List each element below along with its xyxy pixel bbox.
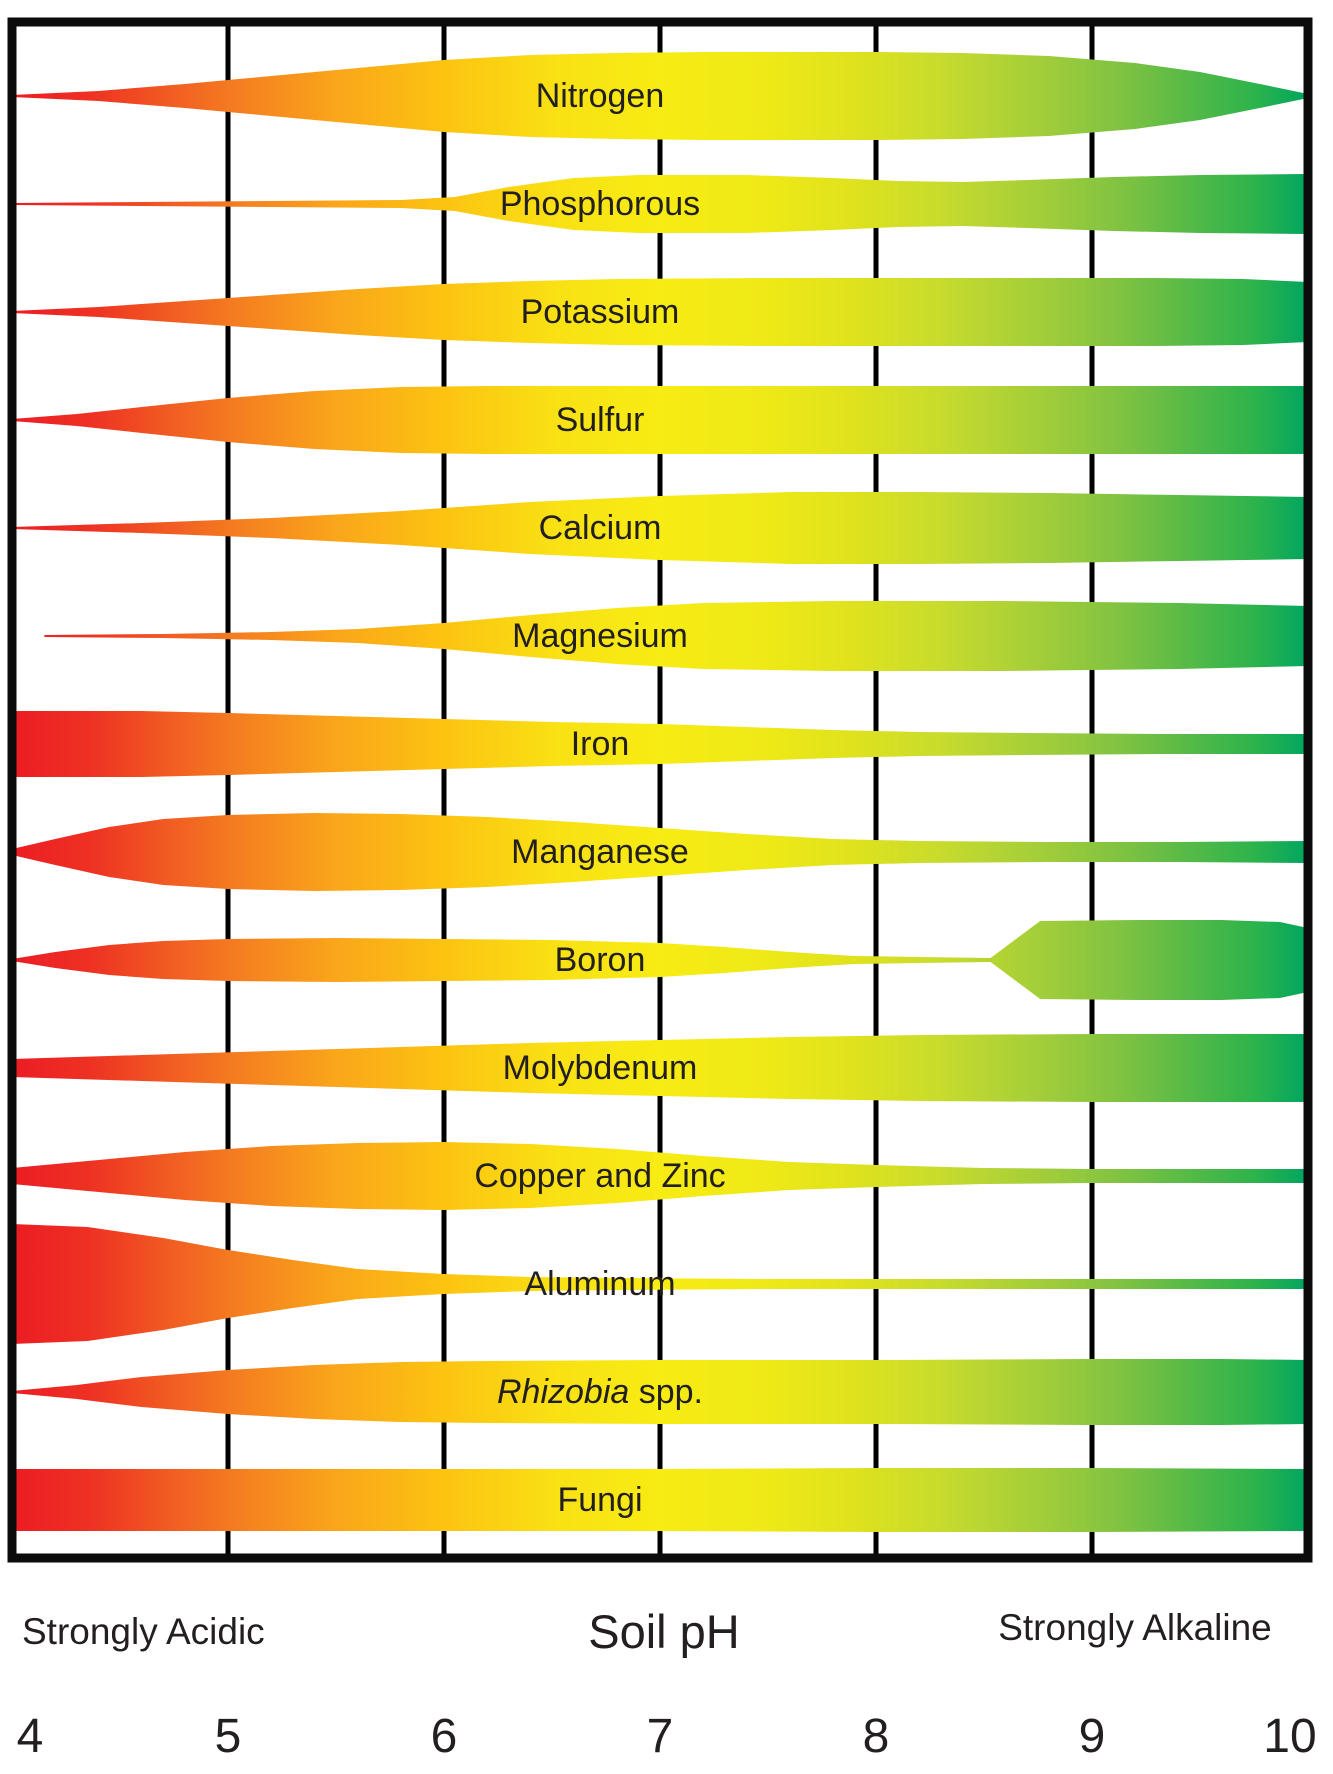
band-potassium [12, 278, 1308, 346]
ph-tick-label-4: 4 [17, 1710, 44, 1763]
ph-tick-label-8: 8 [863, 1710, 890, 1763]
row-label-fungi: Fungi [557, 1481, 642, 1519]
row-label-molybdenum: Molybdenum [503, 1049, 698, 1087]
ph-tick-label-10: 10 [1263, 1710, 1316, 1763]
row-label-potassium: Potassium [521, 293, 680, 331]
band-fungi [12, 1468, 1308, 1532]
band-molybdenum [12, 1034, 1308, 1102]
ph-tick-label-6: 6 [431, 1710, 458, 1763]
nutrient-bands [12, 52, 1308, 1532]
nutrient-row-labels: Nitrogen Phosphorous Potassium Sulfur Calciu… [474, 77, 725, 1519]
row-label-rhizobia-spp: Rhizobia spp. [497, 1373, 703, 1411]
ph-tick-label-9: 9 [1079, 1710, 1106, 1763]
band-sulfur [12, 386, 1308, 454]
row-label-copper-and-zinc: Copper and Zinc [474, 1157, 725, 1195]
row-label-phosphorous: Phosphorous [500, 185, 700, 223]
axis-title-soil-ph: Soil pH [588, 1605, 740, 1658]
row-label-sulfur: Sulfur [556, 401, 645, 439]
row-label-calcium: Calcium [539, 509, 662, 547]
row-label-boron: Boron [555, 941, 646, 979]
band-nitrogen [12, 52, 1308, 140]
row-label-manganese: Manganese [511, 833, 689, 871]
band-copper-and-zinc [12, 1142, 1308, 1210]
chart-border [7, 17, 1313, 1563]
axis-annotation-strongly-alkaline: Strongly Alkaline [998, 1607, 1272, 1648]
band-phosphorous [12, 174, 1308, 234]
band-magnesium [44, 601, 1308, 671]
band-calcium [12, 492, 1308, 564]
band-rhizobia-spp [12, 1359, 1308, 1425]
axis-annotation-strongly-acidic: Strongly Acidic [22, 1611, 265, 1652]
band-manganese [12, 813, 1308, 891]
row-label-nitrogen: Nitrogen [536, 77, 665, 115]
row-label-aluminum: Aluminum [524, 1265, 675, 1303]
row-label-magnesium: Magnesium [512, 617, 688, 655]
band-boron [12, 920, 1308, 1000]
band-iron [12, 711, 1308, 777]
row-label-iron: Iron [571, 725, 630, 763]
ph-tick-labels: 4 5 6 7 8 9 10 [17, 1710, 1317, 1763]
ph-tick-label-7: 7 [647, 1710, 674, 1763]
ph-tick-label-5: 5 [215, 1710, 242, 1763]
band-aluminum [12, 1224, 1308, 1344]
